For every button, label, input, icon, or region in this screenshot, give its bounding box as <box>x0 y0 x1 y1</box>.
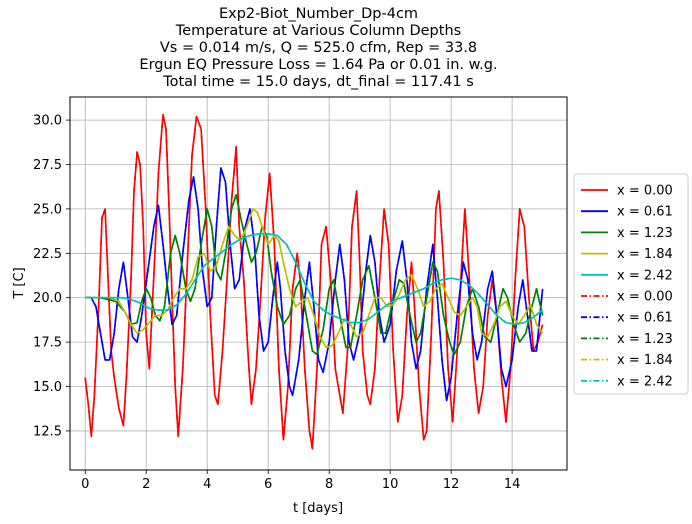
legend-label-1: x = 0.61 <box>617 205 673 220</box>
series-line-5 <box>84 114 544 450</box>
legend-label-2: x = 1.23 <box>617 226 673 241</box>
x-tick-label: 14 <box>504 477 521 492</box>
x-tick-label: 2 <box>142 477 150 492</box>
series-line-9 <box>85 233 544 326</box>
y-tick-label: 20.0 <box>33 291 62 306</box>
series-line-8 <box>85 208 544 349</box>
legend: x = 0.00 x = 0.61 x = 1.23 x = 1.84 x = 2.42… <box>573 173 689 395</box>
x-tick-label: 6 <box>264 477 272 492</box>
y-axis-ticks: 12.5 15.0 17.5 20.0 22.5 25.0 27.5 30.0 <box>33 114 70 439</box>
chart-title-line-1: Exp2-Biot_Number_Dp-4cm <box>218 6 419 22</box>
y-tick-label: 27.5 <box>33 158 62 173</box>
x-tick-label: 4 <box>203 477 211 492</box>
y-tick-label: 12.5 <box>33 424 62 439</box>
x-tick-label: 12 <box>443 477 460 492</box>
chart-title-line-2: Temperature at Various Column Depths <box>175 23 462 39</box>
y-tick-label: 30.0 <box>33 114 62 129</box>
series-line-7 <box>85 193 544 356</box>
y-tick-label: 25.0 <box>33 202 62 217</box>
x-tick-label: 0 <box>81 477 89 492</box>
legend-label-4: x = 2.42 <box>617 268 673 283</box>
legend-label-8: x = 1.84 <box>617 353 673 368</box>
chart-title-line-5: Total time = 15.0 days, dt_final = 117.4… <box>163 74 474 90</box>
legend-label-5: x = 0.00 <box>617 290 673 305</box>
x-tick-label: 8 <box>325 477 333 492</box>
y-axis-label: T [C] <box>12 267 27 299</box>
legend-label-7: x = 1.23 <box>617 332 673 347</box>
legend-label-6: x = 0.61 <box>617 311 673 326</box>
chart-title-line-4: Ergun EQ Pressure Loss = 1.64 Pa or 0.01… <box>139 57 498 73</box>
legend-label-0: x = 0.00 <box>617 184 673 199</box>
series-line-6 <box>85 167 544 402</box>
legend-label-9: x = 2.42 <box>617 374 673 389</box>
legend-label-3: x = 1.84 <box>617 247 673 262</box>
x-axis-label: t [days] <box>293 501 343 516</box>
x-tick-label: 10 <box>382 477 399 492</box>
chart-title-line-3: Vs = 0.014 m/s, Q = 525.0 cfm, Rep = 33.… <box>159 40 478 56</box>
axes-frame <box>69 96 568 471</box>
x-axis-ticks: 0 2 4 6 8 10 12 14 <box>81 470 520 492</box>
y-tick-label: 22.5 <box>33 247 62 262</box>
series-layer <box>84 114 544 450</box>
y-tick-label: 15.0 <box>33 380 62 395</box>
y-tick-label: 17.5 <box>33 336 62 351</box>
